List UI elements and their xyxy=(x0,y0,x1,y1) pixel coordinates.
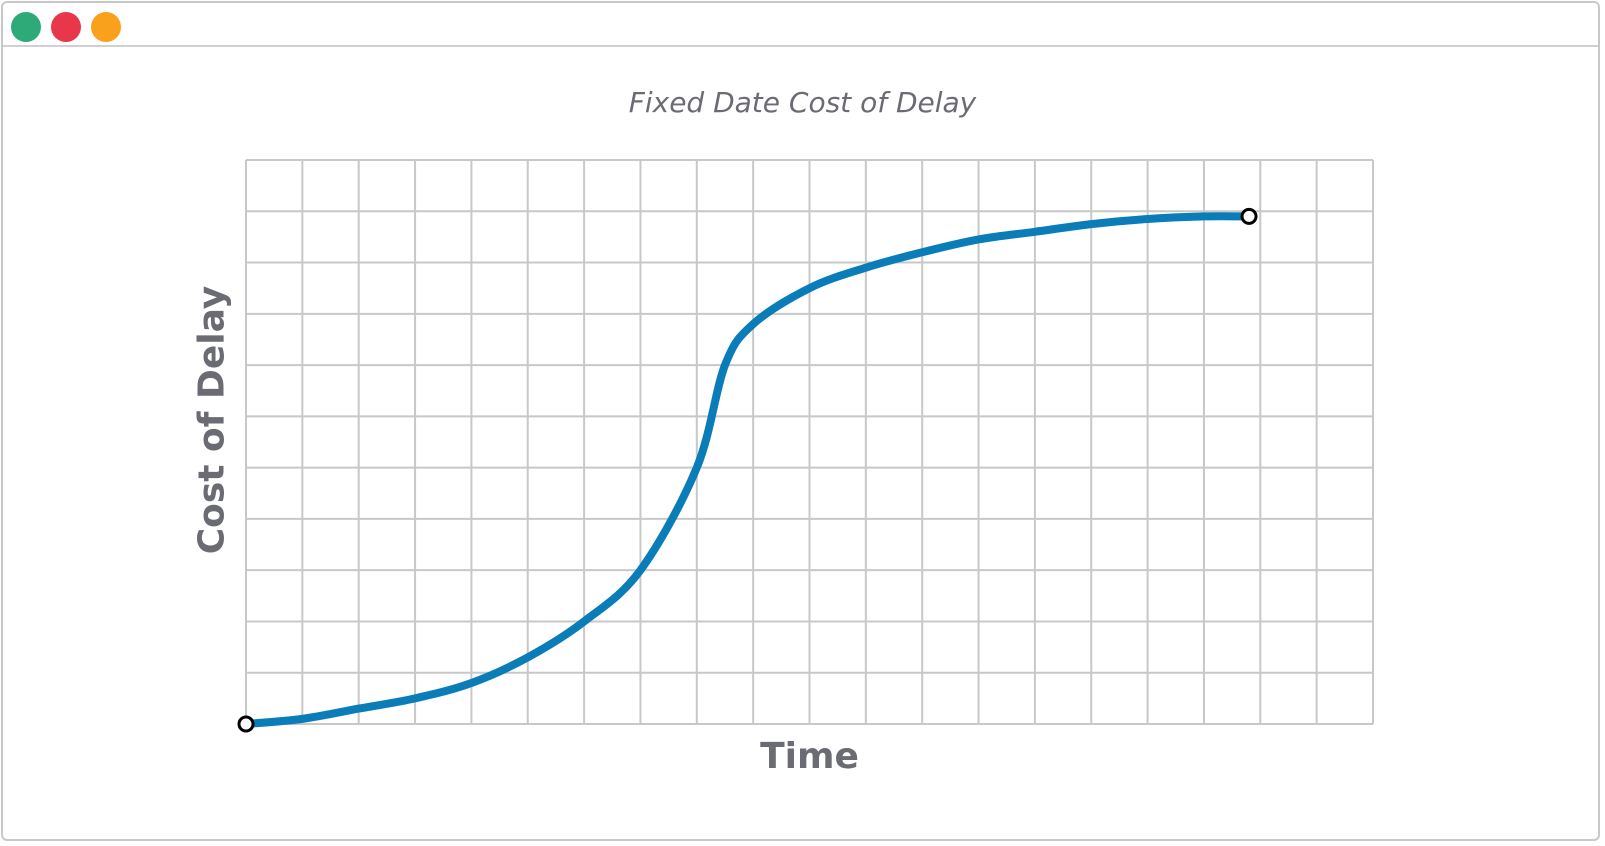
end-point-marker xyxy=(1240,207,1258,225)
green-dot-icon[interactable] xyxy=(11,12,41,42)
start-point-marker xyxy=(237,715,255,733)
x-axis-label: Time xyxy=(760,736,859,777)
grid xyxy=(245,159,1374,725)
red-dot-icon[interactable] xyxy=(51,12,81,42)
series-line xyxy=(242,212,1254,728)
endpoint-markers xyxy=(237,207,1258,733)
chart-title: Fixed Date Cost of Delay xyxy=(628,86,977,119)
title-bar xyxy=(3,3,1598,47)
orange-dot-icon[interactable] xyxy=(91,12,121,42)
y-axis-label: Cost of Delay xyxy=(191,285,233,555)
